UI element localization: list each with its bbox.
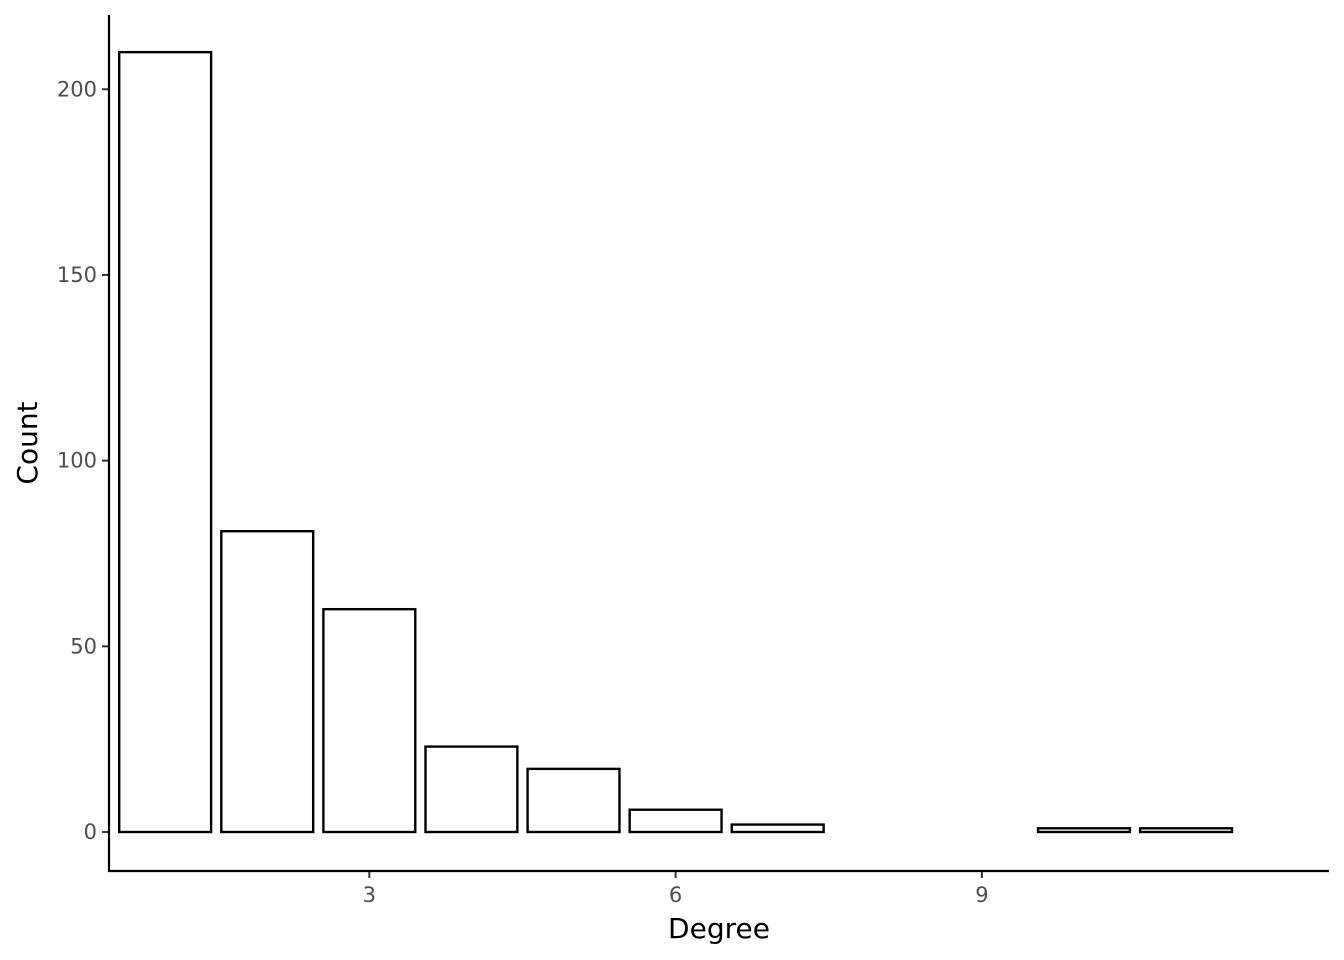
bar-degree-11 <box>1138 827 1234 834</box>
bar-degree-1 <box>118 50 213 834</box>
y-tick-label: 50 <box>70 634 97 658</box>
y-tick-label: 0 <box>84 820 97 844</box>
bar-degree-6 <box>628 808 723 834</box>
bars-group <box>118 50 1234 834</box>
y-axis-ticks: 0 50 100 150 200 <box>57 77 109 844</box>
bar-degree-4 <box>424 745 519 834</box>
bar-degree-5 <box>526 767 621 834</box>
y-tick-label: 100 <box>57 449 97 473</box>
x-tick-label: 9 <box>975 883 988 907</box>
y-axis-title: Count <box>11 401 44 484</box>
x-axis-ticks: 3 6 9 <box>363 871 989 907</box>
x-tick-label: 6 <box>669 883 682 907</box>
bar-degree-3 <box>322 607 417 834</box>
y-tick-label: 150 <box>57 263 97 287</box>
bar-degree-2 <box>220 530 315 834</box>
bar-degree-7 <box>730 823 825 834</box>
x-tick-label: 3 <box>363 883 376 907</box>
x-axis-title: Degree <box>668 912 770 945</box>
y-tick-label: 200 <box>57 77 97 101</box>
bar-degree-10 <box>1036 827 1132 834</box>
